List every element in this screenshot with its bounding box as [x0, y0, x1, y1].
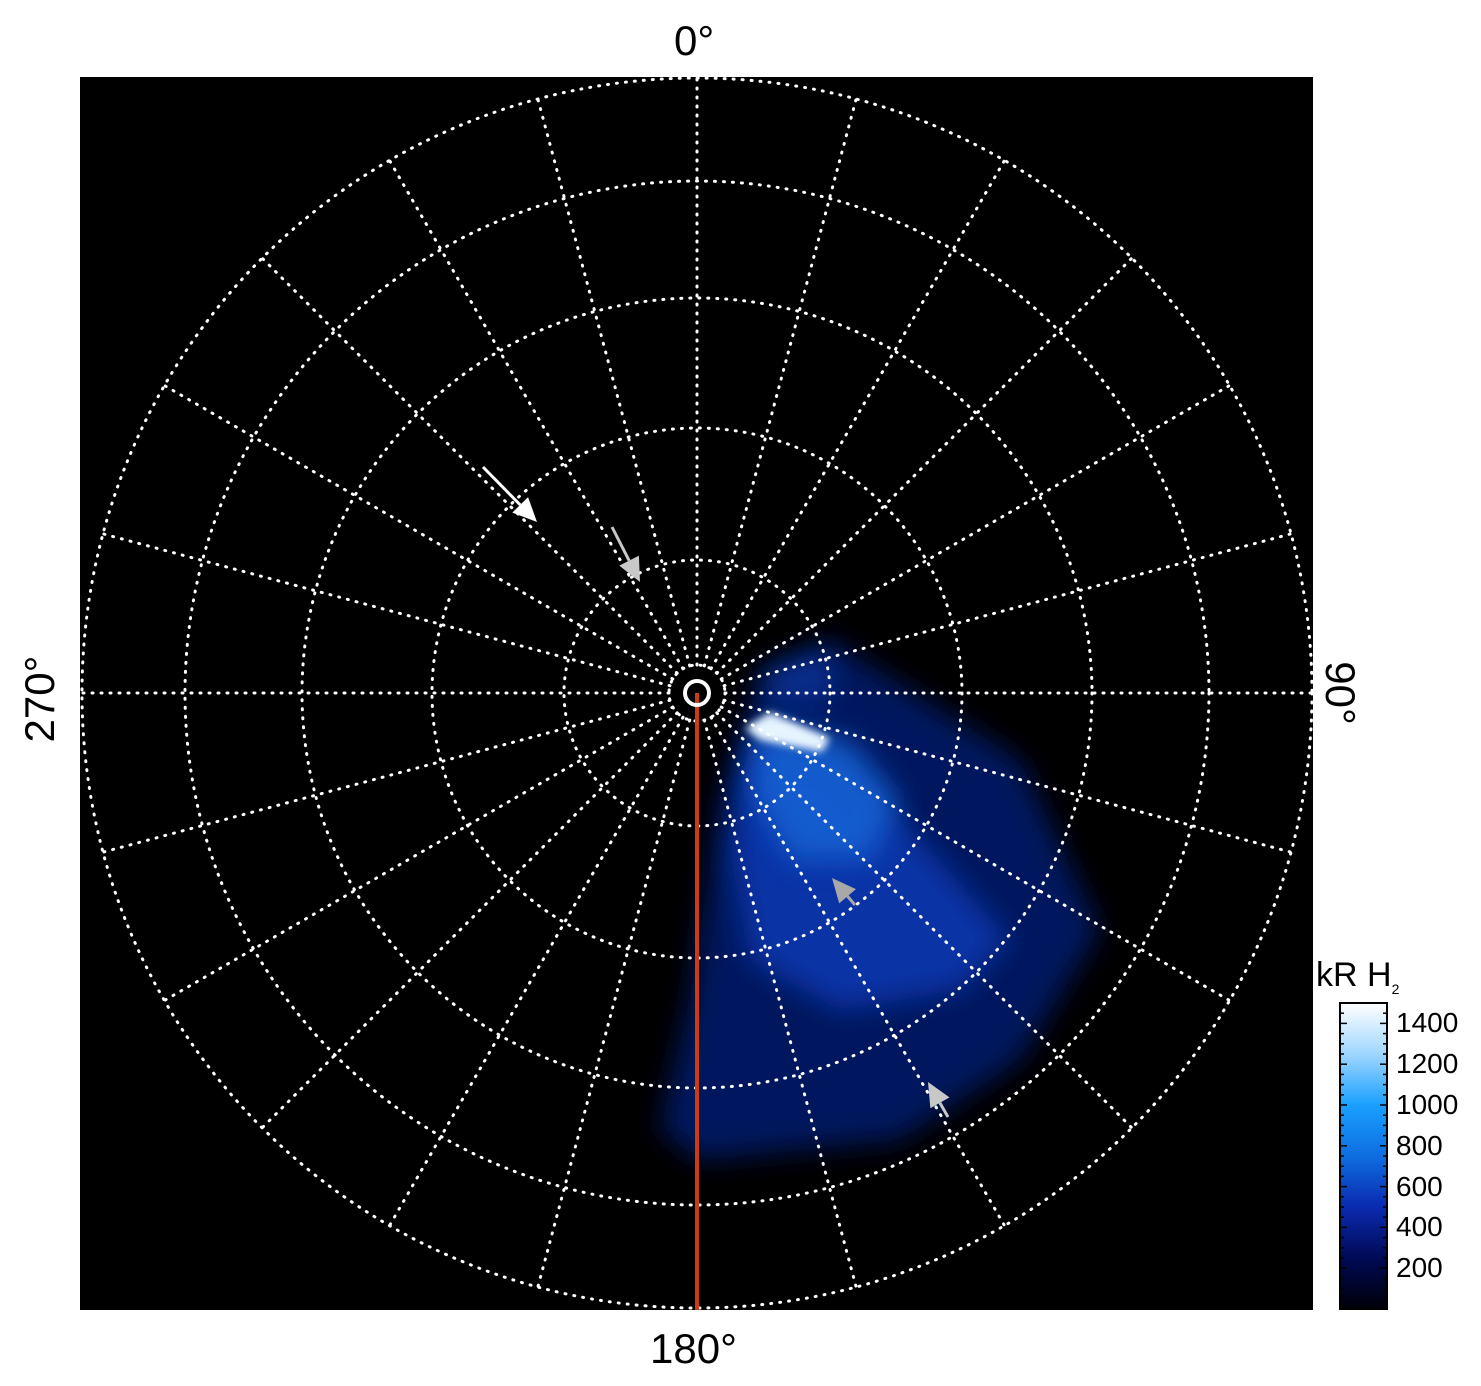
colorbar-tick-label: 1200 — [1396, 1048, 1459, 1080]
grid-spoke — [715, 711, 1134, 1130]
grid-spoke — [101, 698, 672, 854]
colorbar-label: kR H — [1316, 956, 1392, 994]
grid-spoke — [722, 698, 1293, 854]
angle-label-180: 180° — [650, 1325, 737, 1372]
arrow-head-icon — [512, 497, 537, 522]
colorbar-title: kR H2 — [1316, 958, 1399, 996]
grid-spoke — [536, 718, 692, 1289]
colorbar-tick-label: 1400 — [1396, 1007, 1459, 1039]
grid-spoke — [162, 705, 675, 1002]
annotation-arrow — [832, 878, 857, 906]
annotation-arrow — [928, 1082, 950, 1118]
colorbar — [1339, 1002, 1388, 1310]
pole-marker — [683, 679, 711, 707]
grid-spoke — [719, 705, 1232, 1002]
grid-spoke — [722, 532, 1293, 688]
grid-spoke — [709, 158, 1006, 671]
grid-spoke — [260, 256, 679, 675]
colorbar-label-subscript: 2 — [1391, 980, 1400, 997]
grid-spoke — [715, 256, 1134, 675]
colorbar-tick-label: 600 — [1396, 1170, 1443, 1202]
colorbar-tick-label: 800 — [1396, 1129, 1443, 1161]
annotation-arrow — [610, 526, 640, 582]
grid-spoke — [719, 384, 1232, 681]
grid-spoke — [702, 97, 858, 668]
colorbar-tick-label: 1000 — [1396, 1089, 1459, 1120]
arrow-head-icon — [619, 555, 640, 582]
arrow-head-icon — [832, 878, 856, 904]
aurora-emission — [660, 640, 1100, 1160]
grid-spoke — [709, 715, 1006, 1228]
grid-spoke — [388, 715, 685, 1228]
aurora-band — [750, 720, 900, 860]
grid-circle — [183, 179, 1211, 1207]
grid-spoke — [260, 711, 679, 1130]
aurora-bright-spot — [745, 712, 830, 752]
colorbar-tick-label: 200 — [1396, 1252, 1443, 1284]
colorbar-tick-label: 400 — [1396, 1211, 1443, 1243]
arrow-head-icon — [928, 1082, 950, 1109]
angle-label-90: 90° — [1317, 661, 1364, 725]
grid-spoke — [702, 718, 858, 1289]
angle-label-270: 270° — [16, 655, 63, 743]
grid-spoke — [101, 532, 672, 688]
grid-spoke — [162, 384, 675, 681]
annotation-arrow — [481, 465, 537, 522]
grid-spoke — [388, 158, 685, 671]
grid-spoke — [536, 97, 692, 668]
angle-label-0: 0° — [674, 17, 715, 64]
